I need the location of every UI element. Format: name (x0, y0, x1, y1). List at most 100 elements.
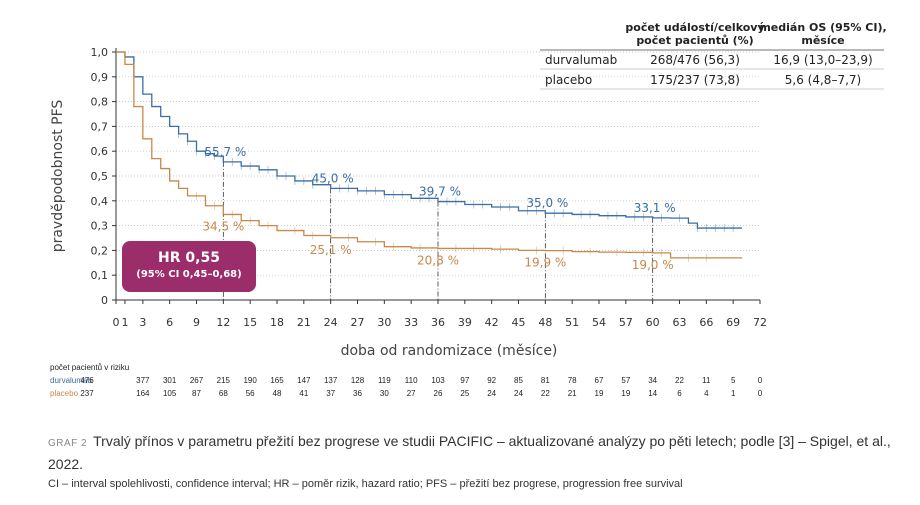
table-events-durvalumab: 268/476 (56,3) (650, 53, 740, 67)
at-risk-label-placebo: placebo (50, 389, 79, 398)
at-risk-value-placebo: 48 (273, 389, 282, 398)
x-axis-label: doba od randomizace (měsíce) (341, 343, 558, 359)
annotation-placebo-48: 19,9 % (524, 256, 566, 270)
at-risk-value-placebo: 1 (731, 389, 736, 398)
annotation-durvalumab-36: 39,7 % (419, 185, 461, 199)
x-tick-label: 33 (404, 316, 418, 329)
x-tick-label: 6 (166, 316, 173, 329)
table-median-durvalumab: 16,9 (13,0–23,9) (773, 53, 872, 67)
x-tick-label: 24 (324, 316, 338, 329)
x-tick-label: 69 (726, 316, 740, 329)
y-tick-label: 1,0 (91, 46, 109, 59)
at-risk-value-placebo: 37 (326, 389, 335, 398)
at-risk-value-durvalumab: 119 (378, 376, 391, 385)
table-events-placebo: 175/237 (73,8) (650, 73, 740, 87)
annotation-placebo-24: 25,1 % (310, 243, 352, 257)
table-header-events: počet pacientů (%) (636, 34, 753, 47)
table-row-label-durvalumab: durvalumab (545, 53, 617, 67)
annotation-placebo-12: 34,5 % (202, 219, 244, 233)
at-risk-value-durvalumab: 165 (270, 376, 284, 385)
annotation-placebo-60: 19,0 % (632, 258, 674, 272)
x-tick-label: 66 (699, 316, 713, 329)
at-risk-value-durvalumab: 92 (487, 376, 496, 385)
x-tick-label: 9 (193, 316, 200, 329)
at-risk-value-durvalumab: 301 (163, 376, 177, 385)
at-risk-value-durvalumab: 85 (514, 376, 523, 385)
at-risk-title: počet pacientů v riziku (50, 363, 129, 372)
at-risk-value-durvalumab: 476 (80, 376, 94, 385)
y-tick-label: 0,5 (91, 170, 109, 183)
x-tick-label: 63 (673, 316, 687, 329)
at-risk-value-durvalumab: 5 (731, 376, 736, 385)
x-tick-label: 0 (113, 316, 120, 329)
figure-caption-text: Trvalý přínos v parametru přežití bez pr… (48, 433, 891, 472)
at-risk-value-durvalumab: 11 (702, 376, 711, 385)
at-risk-value-durvalumab: 377 (136, 376, 150, 385)
x-tick-label: 42 (485, 316, 499, 329)
at-risk-value-placebo: 19 (595, 389, 604, 398)
x-tick-label: 39 (458, 316, 472, 329)
at-risk-value-placebo: 26 (434, 389, 443, 398)
at-risk-value-placebo: 36 (353, 389, 362, 398)
at-risk-value-placebo: 68 (219, 389, 228, 398)
x-tick-label: 15 (243, 316, 257, 329)
annotation-durvalumab-60: 33,1 % (634, 201, 676, 215)
at-risk-value-durvalumab: 215 (217, 376, 231, 385)
figure-label: GRAF 2 (48, 438, 88, 449)
y-tick-label: 0,7 (91, 120, 109, 133)
figure-footnote: CI – interval spolehlivosti, confidence … (48, 478, 683, 490)
at-risk-value-durvalumab: 267 (190, 376, 204, 385)
km-curve-placebo (116, 51, 743, 259)
at-risk-value-durvalumab: 67 (595, 376, 604, 385)
y-tick-label: 0,3 (91, 220, 109, 233)
at-risk-value-durvalumab: 57 (621, 376, 630, 385)
at-risk-value-placebo: 25 (460, 389, 469, 398)
x-tick-label: 36 (431, 316, 445, 329)
hazard-ratio-box: HR 0,55 (95% CI 0,45–0,68) (122, 241, 256, 292)
x-tick-label: 48 (538, 316, 552, 329)
at-risk-value-placebo: 4 (704, 389, 709, 398)
at-risk-value-durvalumab: 128 (351, 376, 365, 385)
table-row-label-placebo: placebo (545, 73, 592, 87)
y-tick-label: 0,2 (91, 244, 109, 257)
annotation-durvalumab-24: 45,0 % (312, 171, 354, 185)
at-risk-value-durvalumab: 137 (324, 376, 338, 385)
x-tick-label: 27 (351, 316, 365, 329)
y-tick-label: 0,6 (91, 145, 109, 158)
x-tick-label: 54 (592, 316, 606, 329)
x-tick-label: 60 (646, 316, 660, 329)
at-risk-value-durvalumab: 110 (405, 376, 418, 385)
at-risk-value-placebo: 27 (407, 389, 416, 398)
at-risk-value-placebo: 14 (648, 389, 657, 398)
annotation-placebo-36: 20,8 % (417, 253, 459, 267)
at-risk-value-placebo: 0 (758, 389, 763, 398)
table-median-placebo: 5,6 (4,8–7,7) (785, 73, 861, 87)
x-tick-label: 72 (753, 316, 767, 329)
y-tick-label: 0,9 (91, 71, 109, 84)
pfs-chart: 00,10,20,30,40,50,60,70,80,91,00 1 3 6 9 12 15… (50, 21, 887, 398)
x-tick-label: 1 (121, 316, 128, 329)
x-tick-label: 3 (139, 316, 146, 329)
at-risk-value-durvalumab: 81 (541, 376, 550, 385)
x-tick-label: 45 (512, 316, 526, 329)
at-risk-value-placebo: 19 (621, 389, 630, 398)
at-risk-value-placebo: 22 (541, 389, 550, 398)
at-risk-value-durvalumab: 0 (758, 376, 763, 385)
hazard-ratio-ci: (95% CI 0,45–0,68) (136, 269, 242, 280)
annotation-durvalumab-48: 35,0 % (526, 196, 568, 210)
at-risk-value-durvalumab: 22 (675, 376, 684, 385)
at-risk-value-placebo: 164 (136, 389, 150, 398)
at-risk-value-placebo: 6 (677, 389, 682, 398)
hazard-ratio-value: HR 0,55 (158, 250, 220, 266)
annotation-durvalumab-12: 55,7 % (204, 145, 246, 159)
at-risk-value-placebo: 21 (568, 389, 577, 398)
at-risk-value-durvalumab: 190 (243, 376, 257, 385)
at-risk-value-placebo: 56 (246, 389, 255, 398)
table-header-median: měsíce (801, 34, 844, 47)
at-risk-value-placebo: 237 (80, 389, 94, 398)
x-tick-label: 21 (297, 316, 311, 329)
at-risk-value-placebo: 30 (380, 389, 389, 398)
x-tick-label: 12 (216, 316, 230, 329)
at-risk-value-placebo: 24 (487, 389, 496, 398)
y-tick-label: 0,8 (91, 96, 109, 109)
